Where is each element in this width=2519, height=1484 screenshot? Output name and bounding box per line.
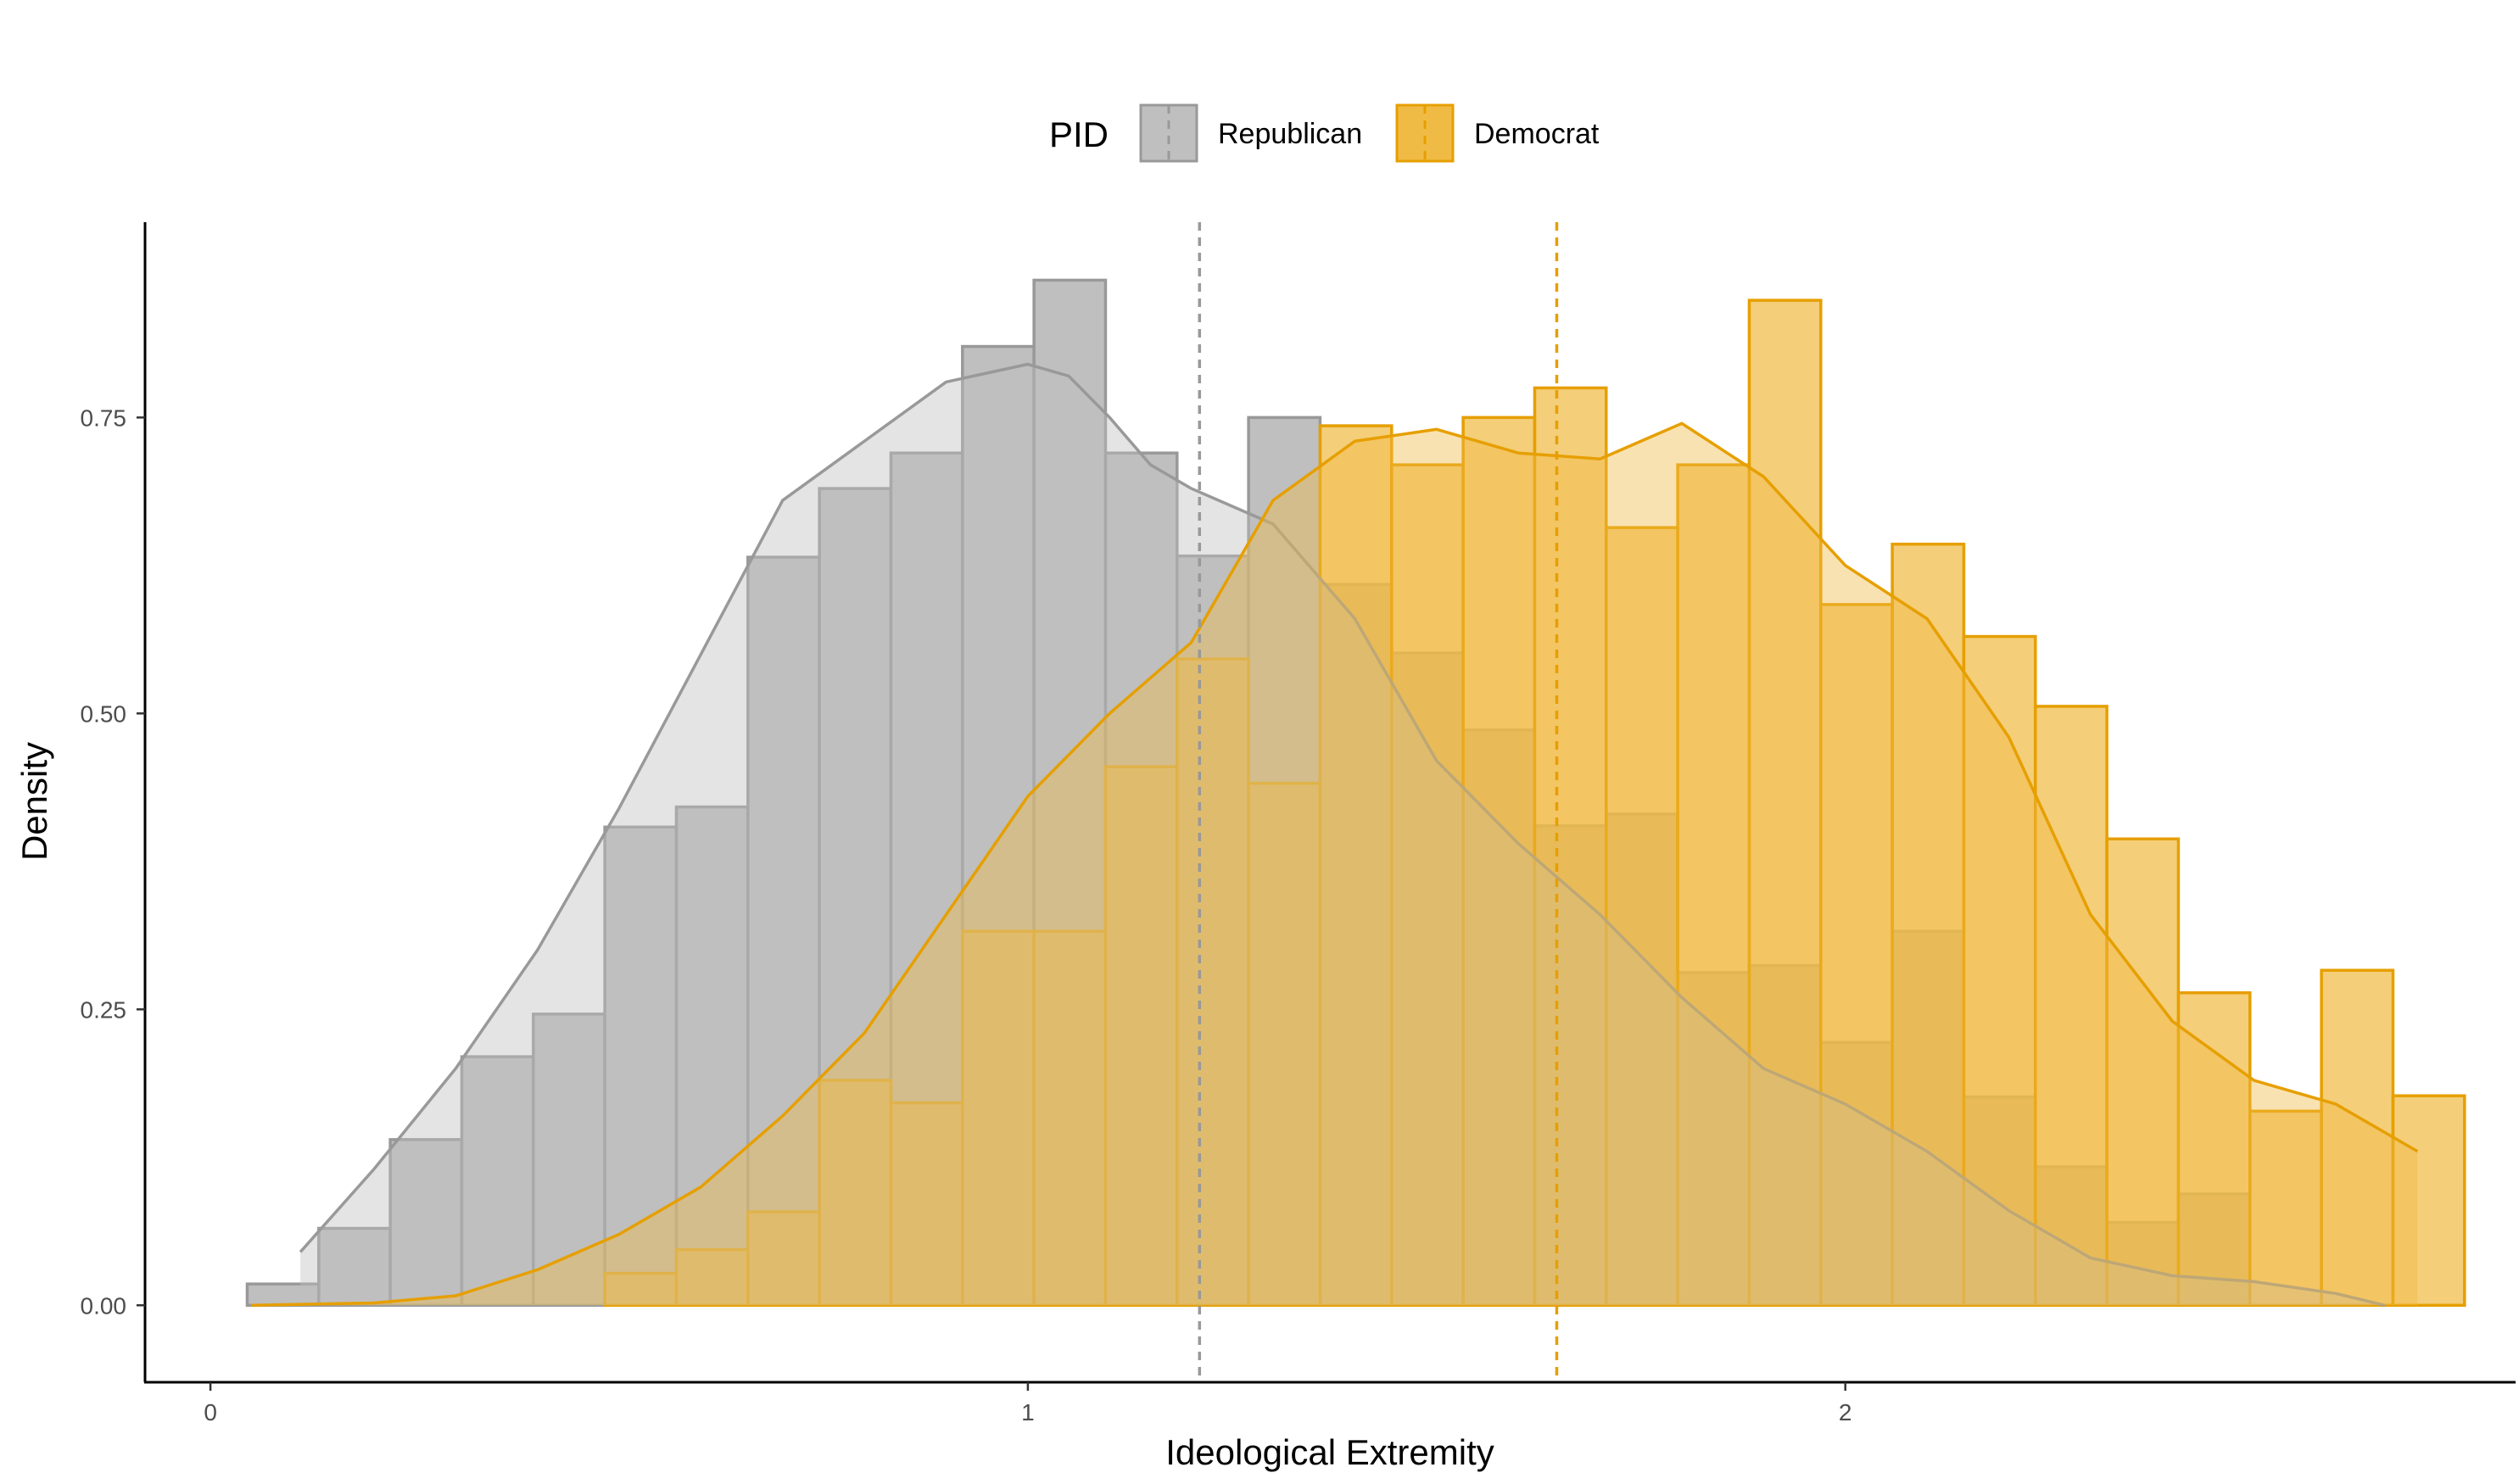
legend-label-democrat: Democrat	[1474, 118, 1600, 150]
legend-key-republican	[1139, 103, 1198, 163]
bar-democrat	[2391, 1094, 2466, 1308]
plot-area	[245, 278, 2466, 1308]
x-axis-title: Ideological Extremity	[1165, 1432, 1494, 1472]
bar-republican	[317, 1226, 392, 1308]
bar-democrat	[1962, 634, 2037, 1308]
y-tick-label: 0.75	[81, 404, 127, 431]
bar-democrat	[1247, 781, 1322, 1308]
y-tick-label: 0.50	[81, 700, 127, 727]
bar-democrat	[603, 1271, 679, 1308]
bar-republican	[603, 825, 679, 1308]
x-tick-label: 2	[1839, 1399, 1852, 1425]
bar-democrat	[1676, 463, 1751, 1308]
bar-democrat	[1390, 463, 1465, 1308]
bar-democrat	[2034, 705, 2108, 1308]
density-area-democrat	[251, 423, 2418, 1306]
bar-democrat	[2248, 1109, 2323, 1308]
bar-democrat	[1176, 657, 1250, 1308]
y-ticks: 0.00 0.25 0.50 0.75	[81, 404, 145, 1319]
bar-democrat	[1533, 386, 1608, 1308]
bar-democrat	[961, 929, 1036, 1308]
legend-label-republican: Republican	[1218, 118, 1362, 150]
legend-key-democrat	[1395, 103, 1455, 163]
bar-republican	[460, 1055, 535, 1308]
bar-democrat	[1461, 416, 1537, 1308]
bar-democrat	[1605, 526, 1679, 1308]
y-tick-label: 0.25	[81, 996, 127, 1023]
y-axis-title: Density	[14, 742, 54, 861]
x-tick-label: 0	[204, 1399, 217, 1425]
bar-republican	[746, 555, 821, 1308]
density-curves	[251, 362, 2419, 1308]
bar-democrat	[889, 1101, 964, 1308]
x-ticks: 0 1 2	[204, 1382, 1852, 1425]
bar-democrat	[2320, 968, 2395, 1308]
axes: 0 1 2 0.00 0.25 0.50 0.75 Ideological Extremi…	[14, 222, 2516, 1472]
bar-democrat	[1032, 929, 1108, 1308]
bar-democrat	[2105, 837, 2181, 1308]
bar-democrat	[746, 1210, 821, 1308]
y-tick-label: 0.00	[81, 1292, 127, 1319]
legend-title: PID	[1049, 114, 1109, 154]
density-line-democrat	[251, 421, 2419, 1308]
bar-democrat	[2176, 990, 2252, 1308]
bars-democrat	[603, 298, 2466, 1308]
mean-lines	[1198, 222, 1559, 1382]
density-line-republican	[299, 362, 2386, 1307]
x-tick-label: 1	[1021, 1399, 1035, 1425]
density-area-republican	[300, 364, 2385, 1306]
legend: PID Republican Democrat	[1049, 103, 1600, 163]
bar-democrat	[1819, 603, 1894, 1308]
